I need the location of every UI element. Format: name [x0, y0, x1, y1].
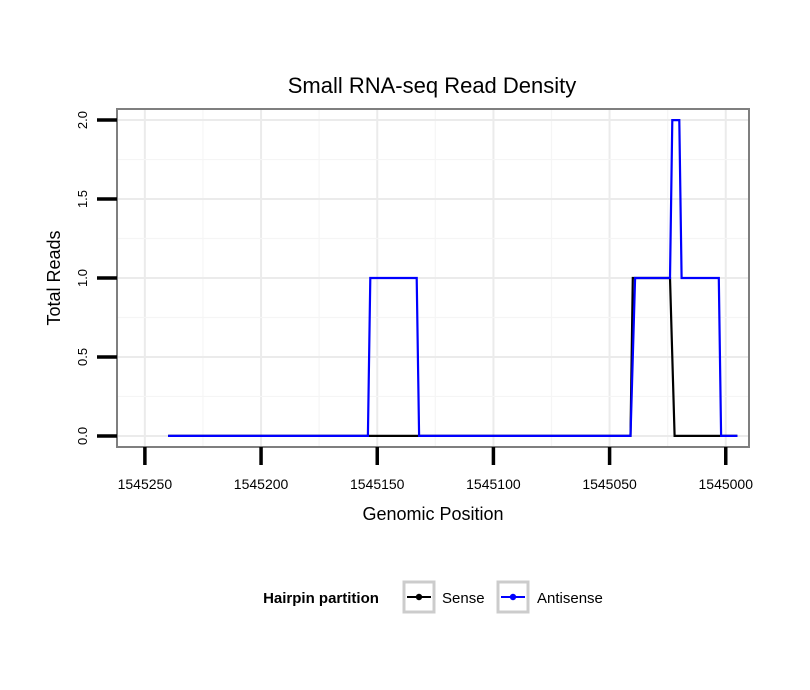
- legend-item-sense: Sense: [402, 580, 485, 614]
- legend-label-antisense: Antisense: [537, 590, 603, 607]
- y-tick-label: 0.5: [75, 348, 90, 366]
- x-tick-label: 1545150: [350, 476, 405, 492]
- legend: Hairpin partition Sense Antisense: [263, 580, 603, 614]
- x-tick-label: 1545000: [699, 476, 754, 492]
- series-line-antisense: [168, 118, 738, 437]
- y-tick-label: 0.0: [75, 427, 90, 445]
- chart-title: Small RNA-seq Read Density: [288, 73, 577, 98]
- y-axis-ticks: 0.0 0.5 1.0 1.5 2.0: [75, 111, 117, 445]
- y-tick-label: 1.0: [75, 269, 90, 287]
- legend-key-point-antisense: [509, 593, 517, 601]
- y-tick-label: 2.0: [75, 111, 90, 129]
- legend-title: Hairpin partition: [263, 590, 379, 607]
- x-tick-label: 1545250: [118, 476, 173, 492]
- x-tick-label: 1545200: [234, 476, 289, 492]
- y-axis-label: Total Reads: [44, 230, 64, 325]
- legend-label-sense: Sense: [442, 590, 485, 607]
- x-tick-label: 1545050: [582, 476, 637, 492]
- x-tick-label: 1545100: [466, 476, 521, 492]
- legend-item-antisense: Antisense: [496, 580, 603, 614]
- y-tick-label: 1.5: [75, 190, 90, 208]
- legend-key-point-sense: [415, 593, 423, 601]
- series-layer: [168, 118, 738, 437]
- x-axis-ticks: 1545250 1545200 1545150 1545100 1545050 15450…: [118, 447, 754, 492]
- x-axis-label: Genomic Position: [362, 504, 503, 524]
